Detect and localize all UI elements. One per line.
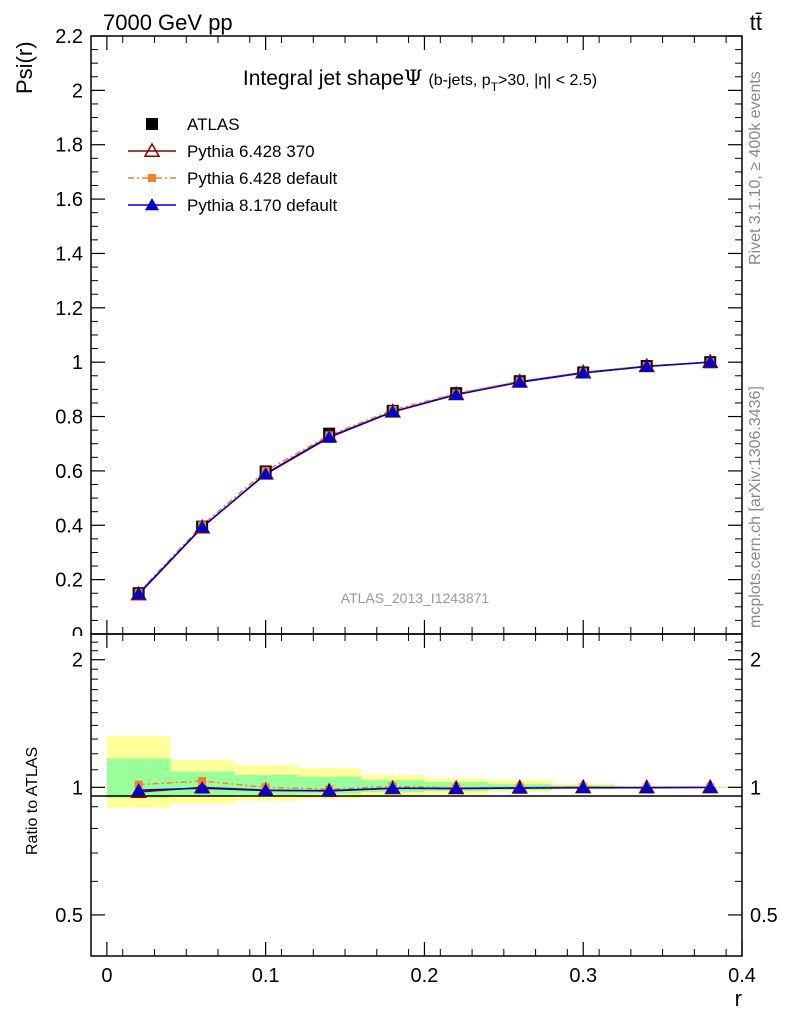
ratio-ytick-label-right: 1 <box>750 777 761 799</box>
main-ticks: 0.2 0.4 0.6 0.8 1 1.2 1.4 1.6 1.8 2 2.2 0 <box>55 26 743 646</box>
ratio-panel: 0.5 0.5 1 1 2 2 0 0.1 0.2 0.3 0.4 Ratio to ATLAS r <box>24 633 778 1011</box>
title-main: Integral jet shape <box>243 67 404 90</box>
main-point <box>512 375 527 388</box>
ratio-point <box>639 780 654 793</box>
title-symbol: Ψ <box>404 66 422 90</box>
ratio-xtick-label: 0.1 <box>252 965 280 987</box>
ratio-point <box>512 781 527 794</box>
main-ytick-label: 1.8 <box>55 135 83 157</box>
main-point <box>322 430 337 443</box>
main-ytick-label: 0.8 <box>55 407 83 429</box>
ratio-point <box>576 780 591 793</box>
ratio-point <box>703 780 718 793</box>
main-ytick-label: 1 <box>72 352 83 374</box>
main-point <box>195 520 210 533</box>
main-point <box>703 355 718 368</box>
ratio-point <box>322 783 337 796</box>
ratio-point <box>385 781 400 794</box>
main-series-line <box>138 361 711 594</box>
title-sub-pre: (b-jets, p <box>428 72 490 89</box>
main-ylabel: Psi(r) <box>12 41 37 94</box>
ratio-series-line <box>138 786 711 792</box>
main-ytick-label: 0.2 <box>55 570 83 592</box>
ratio-ytick-label-right: 0.5 <box>750 905 778 927</box>
legend-entry: Pythia 8.170 default <box>187 196 338 215</box>
main-ytick-label: 2 <box>72 80 83 102</box>
mcplots-label: mcplots.cern.ch [arXiv:1306.3436] <box>747 386 764 628</box>
analysis-watermark: ATLAS_2013_I1243871 <box>341 590 490 606</box>
main-ytick-label: 1.2 <box>55 298 83 320</box>
main-point <box>131 586 146 600</box>
ratio-xtick-label: 0.3 <box>569 965 597 987</box>
main-point <box>258 467 273 480</box>
main-series-line <box>138 361 711 595</box>
legend-marker <box>146 118 158 130</box>
main-ytick-label-zero: 0 <box>72 624 83 646</box>
ratio-ytick-label: 1 <box>72 777 83 799</box>
ratio-point <box>198 776 207 785</box>
ratio-ylabel: Ratio to ATLAS <box>24 747 41 855</box>
ratio-xtick-label: 0.2 <box>411 965 439 987</box>
uncertainty-bands <box>106 736 742 808</box>
legend-marker <box>143 142 161 157</box>
ratio-ytick-label: 2 <box>72 650 83 672</box>
main-ytick-label: 0.4 <box>55 515 83 537</box>
ratio-xlabel: r <box>735 986 742 1011</box>
main-ytick-label: 1.4 <box>55 243 83 265</box>
main-series-line <box>138 361 711 595</box>
ratio-point <box>131 783 146 796</box>
main-point <box>576 366 591 379</box>
ratio-frame <box>90 633 743 957</box>
ratio-series <box>130 776 719 798</box>
ratio-ytick-label: 0.5 <box>55 905 83 927</box>
title-sub-t: T <box>491 80 499 94</box>
ratio-point <box>449 781 464 794</box>
ratio-ytick-label-right: 2 <box>750 650 761 672</box>
main-ytick-label: 2.2 <box>55 26 83 48</box>
main-point <box>639 359 654 372</box>
legend: ATLAS Pythia 6.428 370 Pythia 6.428 defaul… <box>128 115 338 215</box>
ratio-ticks: 0.5 0.5 1 1 2 2 0 0.1 0.2 0.3 0.4 <box>55 634 778 987</box>
beam-label: 7000 GeV pp <box>103 10 233 35</box>
legend-marker <box>148 174 156 182</box>
main-ytick-label: 0.6 <box>55 461 83 483</box>
ratio-point <box>258 783 273 796</box>
ratio-xtick-label: 0 <box>101 965 112 987</box>
process-label: tt̄ <box>750 10 762 35</box>
legend-entry: Pythia 6.428 default <box>187 169 338 188</box>
main-title: Integral jet shapeΨ (b-jets, pT>30, |η| <… <box>243 66 597 94</box>
legend-entry: ATLAS <box>187 115 240 134</box>
main-ytick-label: 1.6 <box>55 189 83 211</box>
legend-entry: Pythia 6.428 370 <box>187 142 315 161</box>
title-sub-post: >30, |η| < 2.5) <box>498 72 597 89</box>
main-point <box>449 387 464 401</box>
legend-marker <box>145 198 159 211</box>
ratio-xtick-label: 0.4 <box>728 965 756 987</box>
main-series <box>130 353 719 601</box>
main-point <box>385 404 400 418</box>
ratio-point <box>195 781 210 794</box>
main-panel: Psi(r) Integral jet shapeΨ (b-jets, pT>30… <box>12 26 743 646</box>
rivet-label: Rivet 3.1.10, ≥ 400k events <box>747 71 764 265</box>
